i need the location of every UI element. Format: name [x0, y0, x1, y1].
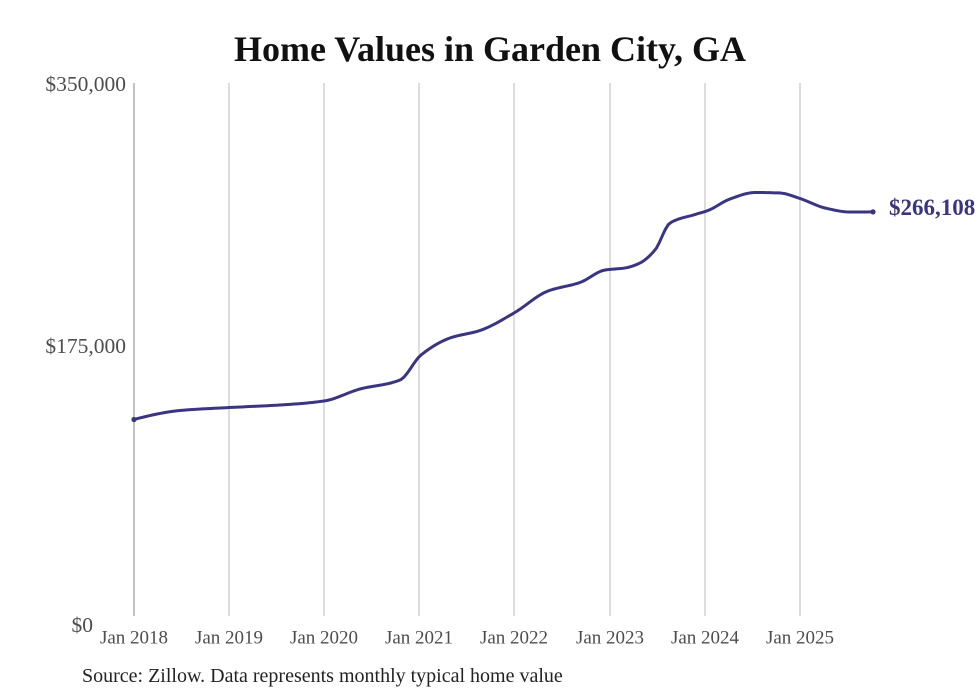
svg-text:$350,000: $350,000	[45, 72, 126, 96]
svg-text:Jan 2025: Jan 2025	[766, 628, 834, 649]
svg-text:Jan 2018: Jan 2018	[100, 628, 168, 649]
svg-text:$175,000: $175,000	[45, 334, 126, 358]
svg-text:Jan 2021: Jan 2021	[385, 628, 453, 649]
svg-text:Jan 2022: Jan 2022	[480, 628, 548, 649]
svg-text:$266,108: $266,108	[889, 195, 975, 220]
svg-text:Jan 2023: Jan 2023	[576, 628, 644, 649]
svg-text:Jan 2024: Jan 2024	[671, 628, 740, 649]
svg-text:$0: $0	[72, 613, 94, 637]
svg-text:Jan 2020: Jan 2020	[290, 628, 358, 649]
svg-text:Jan 2019: Jan 2019	[195, 628, 263, 649]
